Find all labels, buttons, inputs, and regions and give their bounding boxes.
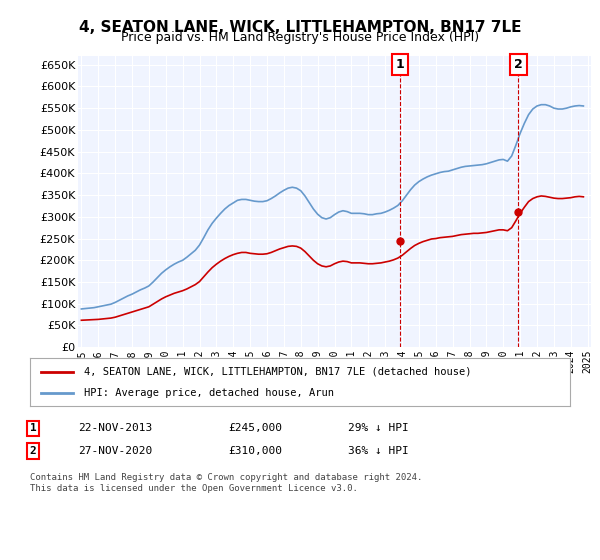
Text: 27-NOV-2020: 27-NOV-2020 [78,446,152,456]
Text: £310,000: £310,000 [228,446,282,456]
Text: 36% ↓ HPI: 36% ↓ HPI [348,446,409,456]
Text: 4, SEATON LANE, WICK, LITTLEHAMPTON, BN17 7LE: 4, SEATON LANE, WICK, LITTLEHAMPTON, BN1… [79,20,521,35]
Text: Price paid vs. HM Land Registry's House Price Index (HPI): Price paid vs. HM Land Registry's House … [121,31,479,44]
Text: Contains HM Land Registry data © Crown copyright and database right 2024.
This d: Contains HM Land Registry data © Crown c… [30,473,422,493]
Text: HPI: Average price, detached house, Arun: HPI: Average price, detached house, Arun [84,388,334,398]
Text: 29% ↓ HPI: 29% ↓ HPI [348,423,409,433]
Text: 1: 1 [396,58,404,71]
Text: 2: 2 [29,446,37,456]
Text: 4, SEATON LANE, WICK, LITTLEHAMPTON, BN17 7LE (detached house): 4, SEATON LANE, WICK, LITTLEHAMPTON, BN1… [84,367,472,377]
Text: 22-NOV-2013: 22-NOV-2013 [78,423,152,433]
Text: 2: 2 [514,58,523,71]
Text: 1: 1 [29,423,37,433]
Text: £245,000: £245,000 [228,423,282,433]
